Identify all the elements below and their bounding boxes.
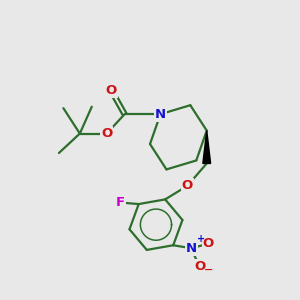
Text: O: O — [101, 127, 112, 140]
Text: O: O — [182, 179, 193, 192]
Text: N: N — [186, 242, 197, 255]
Polygon shape — [203, 130, 211, 164]
Text: O: O — [194, 260, 205, 273]
Text: +: + — [196, 234, 205, 244]
Text: O: O — [203, 237, 214, 250]
Text: O: O — [106, 84, 117, 97]
Text: N: N — [155, 108, 166, 121]
Text: F: F — [116, 196, 125, 209]
Text: −: − — [204, 265, 213, 275]
